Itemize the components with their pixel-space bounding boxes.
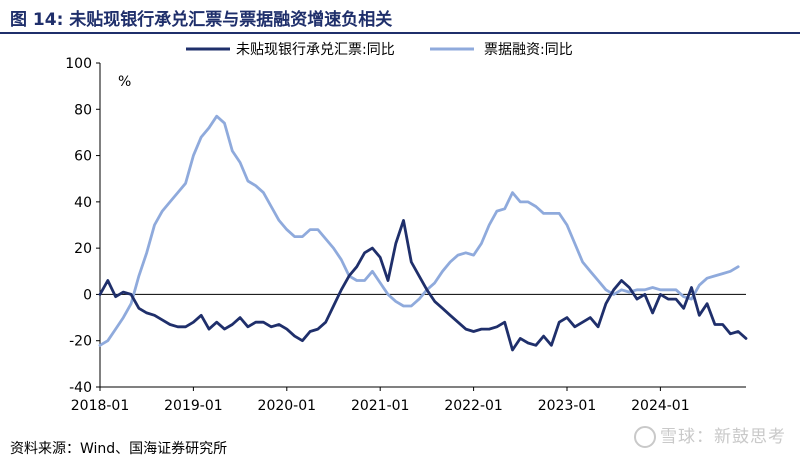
chart-axes: -40 -20 0 20 40 60 80 100% 2018-01 2019-01 2020-01… xyxy=(65,56,746,414)
page-title: 图 14: 未贴现银行承兑汇票与票据融资增速负相关 xyxy=(10,10,393,30)
y-tick-label: 40 xyxy=(74,195,92,211)
x-tick-label: 2021-01 xyxy=(351,398,410,414)
title-bar: 图 14: 未贴现银行承兑汇票与票据融资增速负相关 xyxy=(0,0,800,34)
y-tick-label: 60 xyxy=(74,149,92,165)
watermark-text: 雪球：新鼓思考 xyxy=(660,427,786,447)
series-line xyxy=(98,114,740,347)
legend-label: 未贴现银行承兑汇票:同比 xyxy=(236,42,395,58)
snowball-logo-icon xyxy=(634,426,656,448)
chart-series xyxy=(98,114,748,352)
source-note: 资料来源：Wind、国海证券研究所 xyxy=(10,441,228,457)
x-tick-label: 2022-01 xyxy=(444,398,503,414)
y-tick-label: 20 xyxy=(74,241,92,257)
y-tick-label: 0 xyxy=(83,287,92,303)
x-tick-label: 2023-01 xyxy=(538,398,597,414)
x-tick-label: 2019-01 xyxy=(164,398,223,414)
line-chart: -40 -20 0 20 40 60 80 100% 2018-01 2019-01 2020-01… xyxy=(65,42,748,414)
watermark: 雪球：新鼓思考 xyxy=(634,422,786,448)
series-line xyxy=(98,219,748,352)
legend-label: 票据融资:同比 xyxy=(484,42,573,58)
x-tick-label: 2018-01 xyxy=(71,398,130,414)
x-tick-label: 2024-01 xyxy=(631,398,690,414)
y-axis-label: % xyxy=(118,74,131,90)
chart-legend: 未贴现银行承兑汇票:同比 票据融资:同比 xyxy=(186,42,573,58)
y-tick-label: 100 xyxy=(65,56,92,72)
y-tick-label: -20 xyxy=(69,334,92,350)
y-tick-label: 80 xyxy=(74,102,92,118)
y-tick-label: -40 xyxy=(69,380,92,396)
x-tick-label: 2020-01 xyxy=(258,398,317,414)
